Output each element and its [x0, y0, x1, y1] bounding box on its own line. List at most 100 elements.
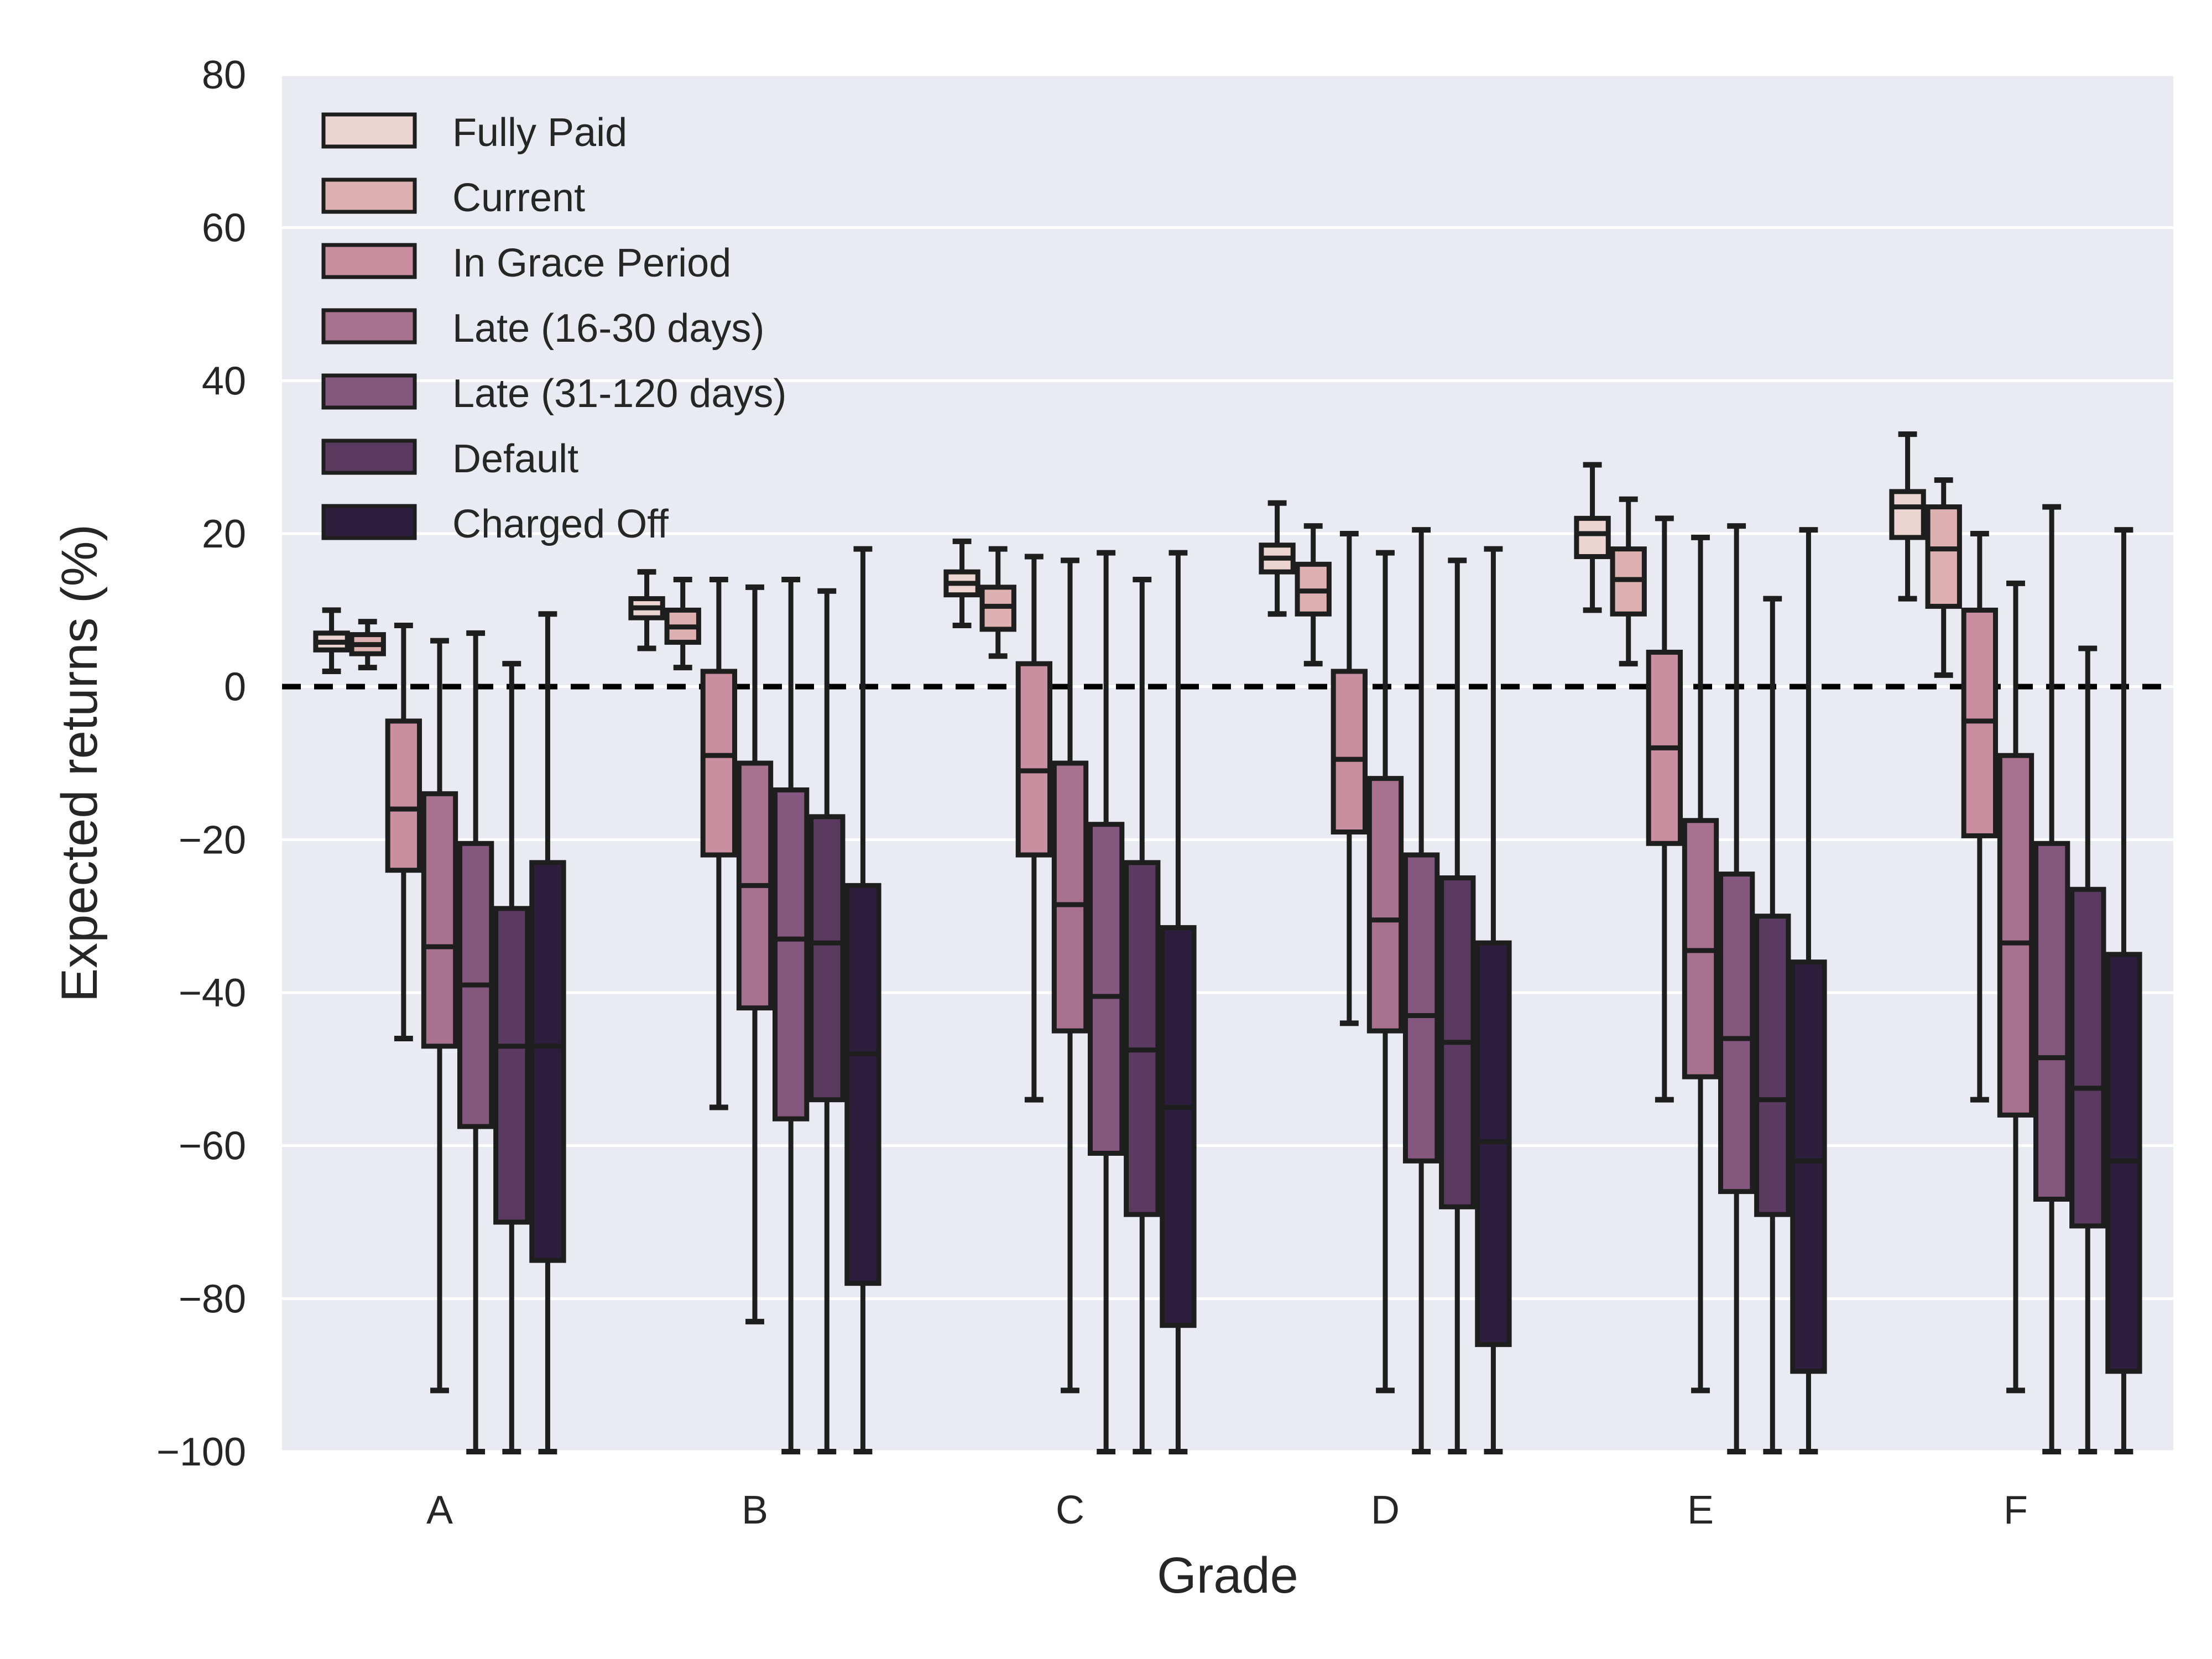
box-iqr: [1889, 489, 1926, 540]
box-E-5: [1754, 596, 1791, 1454]
y-tick-label: 20: [202, 512, 246, 556]
box-D-5: [1439, 557, 1476, 1454]
box-iqr: [2033, 841, 2070, 1202]
box-iqr: [1331, 669, 1368, 834]
box-D-1: [1295, 523, 1332, 667]
box-E-0: [1574, 462, 1611, 613]
legend-label: In Grace Period: [452, 241, 731, 285]
box-E-2: [1646, 515, 1683, 1103]
y-tick-label: −40: [179, 971, 246, 1015]
box-C-4: [1087, 550, 1125, 1454]
box-iqr: [493, 906, 530, 1225]
box-iqr: [1366, 776, 1404, 1034]
box-B-0: [628, 569, 665, 651]
legend-label: Fully Paid: [452, 111, 627, 155]
box-A-2: [385, 623, 422, 1041]
box-iqr: [1160, 925, 1197, 1328]
boxes: [313, 431, 2142, 1454]
x-tick-label: B: [742, 1488, 768, 1532]
box-iqr: [1718, 872, 1755, 1194]
box-C-6: [1160, 550, 1197, 1454]
box-iqr: [1574, 515, 1611, 559]
box-A-4: [457, 630, 494, 1454]
legend-swatch: [321, 504, 417, 540]
box-E-6: [1790, 527, 1827, 1454]
box-iqr: [1754, 914, 1791, 1217]
y-tick-label: 40: [202, 359, 246, 403]
box-E-3: [1682, 534, 1719, 1394]
legend-label: Default: [452, 437, 578, 481]
y-tick-label: −20: [179, 818, 246, 862]
y-tick-labels: −100 −80 −60 −40 −20 0 20 40 60 80: [156, 53, 246, 1474]
legend-label: Late (31-120 days): [452, 372, 786, 416]
x-tick-labels: A B C D E F: [426, 1488, 2028, 1532]
y-tick-label: −100: [156, 1430, 246, 1474]
box-A-0: [313, 607, 350, 674]
box-F-4: [2033, 504, 2070, 1454]
box-D-0: [1259, 500, 1296, 617]
box-F-0: [1889, 431, 1926, 602]
x-tick-label: E: [1687, 1488, 1714, 1532]
y-tick-label: 60: [202, 206, 246, 251]
plot-background: [282, 75, 2173, 1452]
x-tick-label: D: [1371, 1488, 1400, 1532]
legend-swatch: [321, 439, 417, 475]
box-F-6: [2105, 527, 2142, 1454]
box-C-5: [1124, 577, 1161, 1454]
y-tick-label: −60: [179, 1124, 246, 1168]
box-A-1: [349, 619, 386, 671]
y-axis-title: Expected returns (%): [51, 524, 108, 1002]
box-iqr: [1051, 760, 1089, 1034]
box-iqr: [808, 814, 846, 1103]
box-B-4: [772, 577, 810, 1454]
x-tick-label: A: [426, 1488, 453, 1532]
box-B-1: [664, 577, 701, 671]
box-E-4: [1718, 523, 1755, 1454]
legend-label: Charged Off: [452, 502, 669, 546]
box-C-3: [1051, 557, 1089, 1394]
y-tick-label: 0: [224, 665, 246, 709]
box-iqr: [700, 669, 738, 858]
legend-label: Late (16-30 days): [452, 306, 764, 351]
box-F-2: [1961, 531, 1999, 1103]
box-E-1: [1610, 496, 1647, 667]
box-iqr: [1402, 852, 1440, 1164]
box-iqr: [1015, 661, 1053, 858]
box-B-3: [736, 584, 774, 1324]
legend-swatch: [321, 112, 417, 149]
box-F-5: [2069, 645, 2106, 1454]
x-tick-label: C: [1056, 1488, 1084, 1532]
box-iqr: [1790, 959, 1827, 1374]
box-A-3: [421, 638, 458, 1394]
box-iqr: [1925, 504, 1962, 609]
box-F-3: [1997, 580, 2034, 1394]
box-iqr: [1087, 822, 1125, 1156]
box-A-6: [529, 611, 566, 1454]
box-D-2: [1331, 531, 1368, 1026]
legend-swatch: [321, 243, 417, 279]
box-iqr: [772, 787, 810, 1121]
y-tick-label: −80: [179, 1277, 246, 1321]
box-B-5: [808, 588, 846, 1454]
box-iqr: [1124, 860, 1161, 1217]
x-axis-title: Grade: [1157, 1547, 1298, 1604]
box-D-3: [1366, 550, 1404, 1394]
box-F-1: [1925, 477, 1962, 678]
legend-label: Current: [452, 176, 585, 220]
legend-swatch: [321, 373, 417, 410]
box-D-6: [1475, 546, 1512, 1454]
box-iqr: [844, 883, 881, 1286]
box-C-1: [979, 546, 1016, 659]
box-B-2: [700, 577, 738, 1110]
box-D-4: [1402, 527, 1440, 1454]
x-tick-label: F: [2004, 1488, 2028, 1532]
box-C-0: [943, 538, 980, 628]
box-iqr: [2069, 886, 2106, 1229]
box-iqr: [385, 718, 422, 873]
box-B-6: [844, 546, 881, 1454]
box-C-2: [1015, 554, 1053, 1103]
box-A-5: [493, 661, 530, 1454]
legend-swatch: [321, 178, 417, 214]
legend: Fully Paid Current In Grace Period Late (16…: [321, 111, 786, 546]
